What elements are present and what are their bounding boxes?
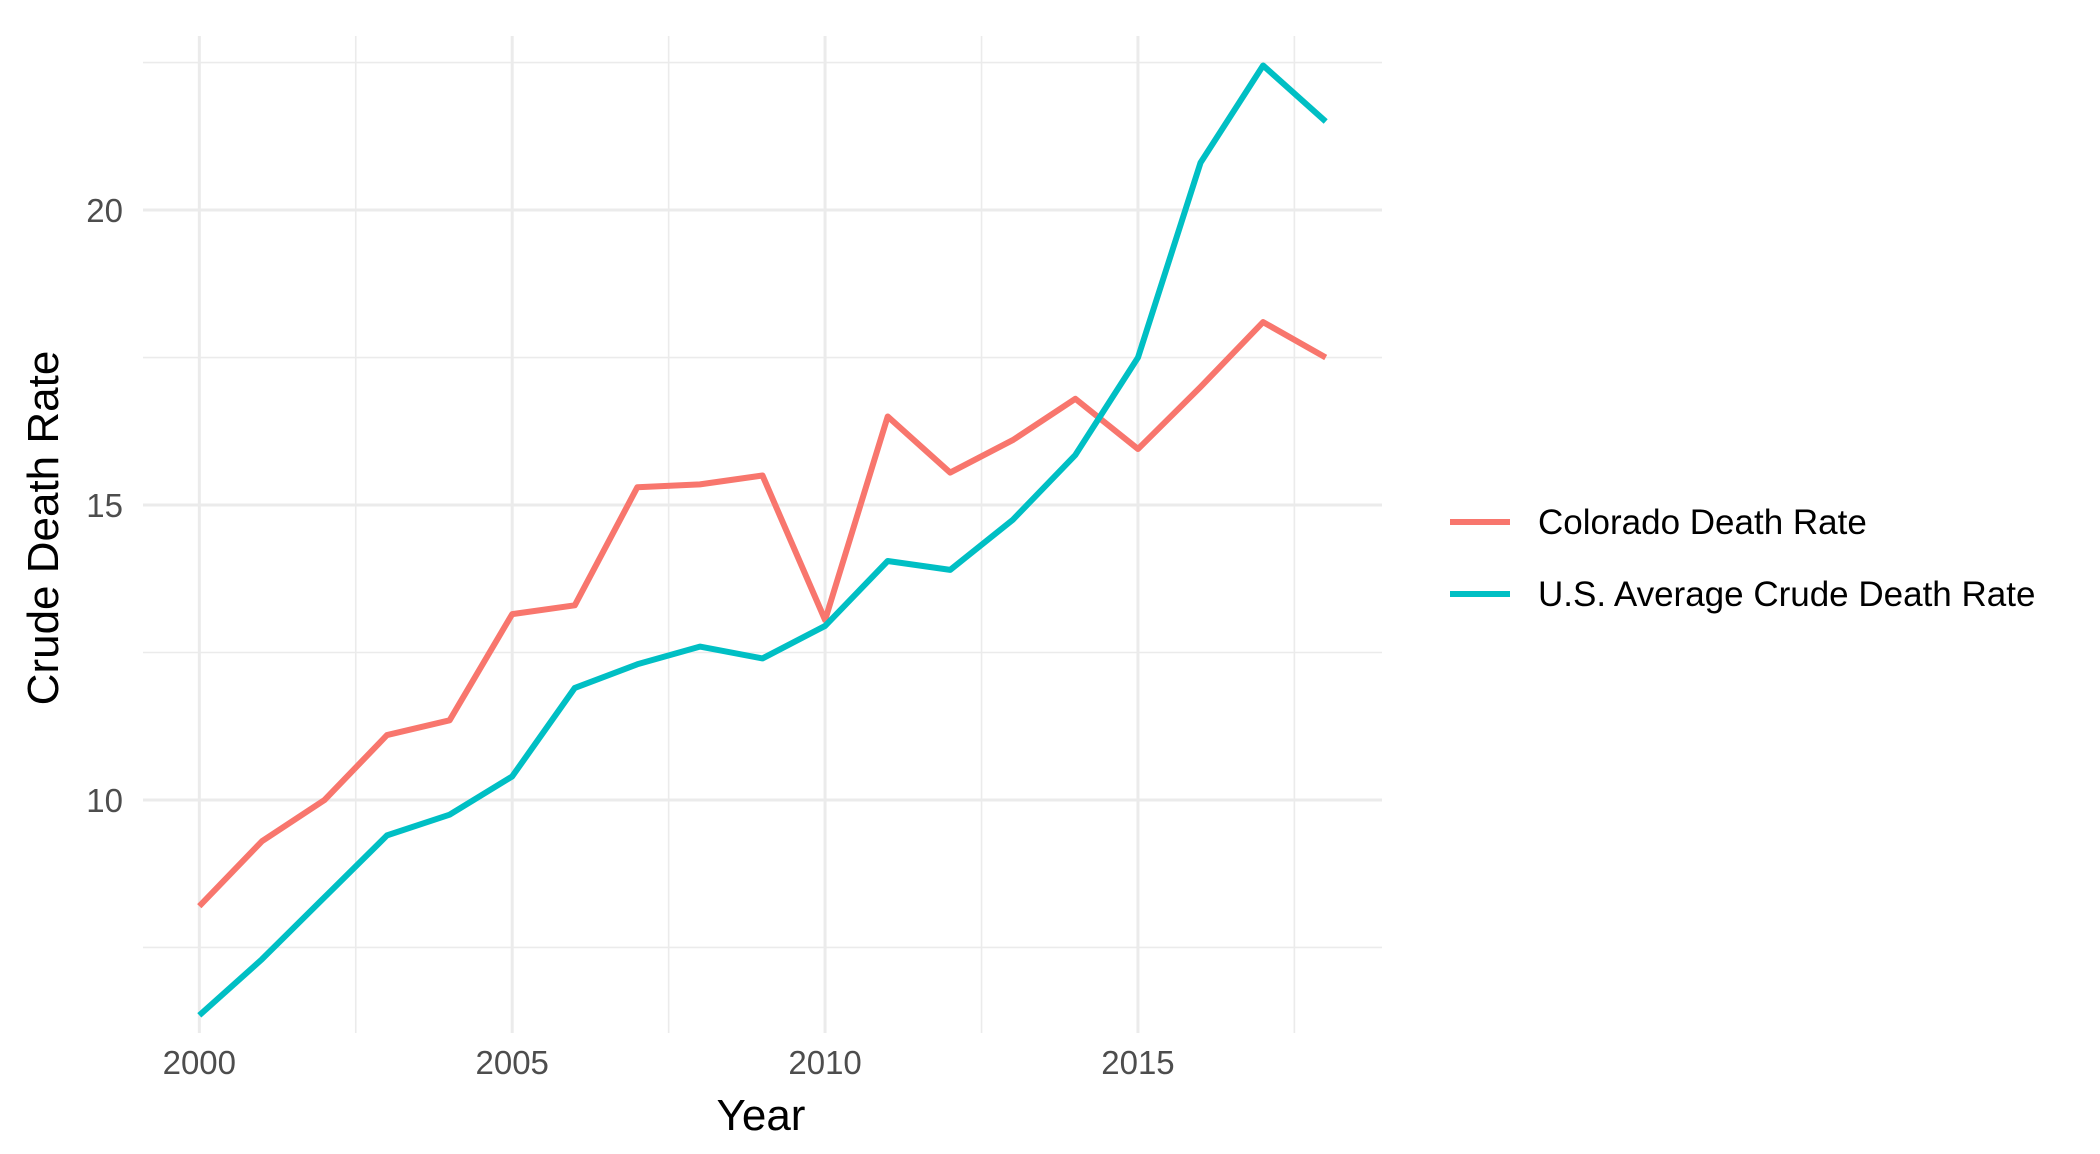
major-gridlines (143, 36, 1382, 1033)
x-axis-title: Year (717, 1091, 806, 1140)
series-lines (197, 62, 1328, 1018)
minor-gridlines (143, 36, 1382, 1033)
legend-label-colorado: Colorado Death Rate (1538, 503, 1867, 542)
legend: Colorado Death Rate U.S. Average Crude De… (1450, 503, 2035, 614)
y-tick-label: 15 (86, 487, 123, 524)
legend-label-us-average: U.S. Average Crude Death Rate (1538, 575, 2035, 614)
tick-labels: 2000 2005 2010 2015 10 15 20 (86, 192, 1174, 1081)
y-tick-label: 20 (86, 192, 123, 229)
x-tick-label: 2010 (788, 1044, 861, 1081)
y-tick-label: 10 (86, 782, 123, 819)
x-tick-label: 2015 (1101, 1044, 1174, 1081)
series-line-us-average (197, 62, 1328, 1018)
series-line-colorado (197, 319, 1328, 909)
x-tick-label: 2000 (163, 1044, 236, 1081)
x-tick-label: 2005 (475, 1044, 548, 1081)
y-axis-title: Crude Death Rate (19, 351, 68, 706)
